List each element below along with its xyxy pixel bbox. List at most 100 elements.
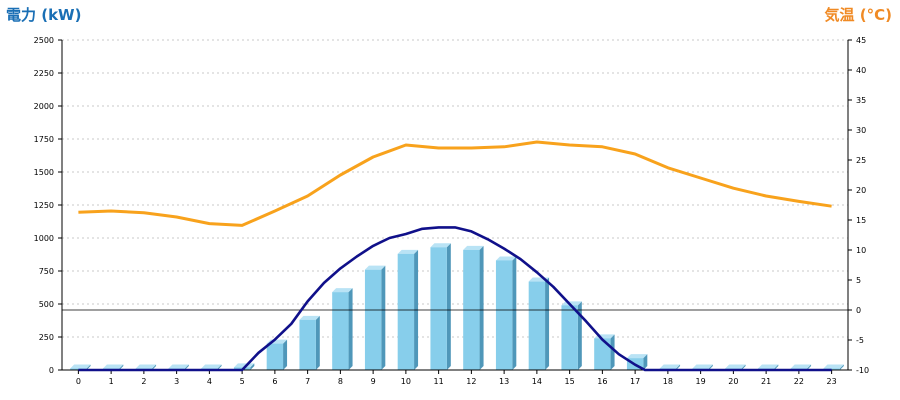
bar-top — [70, 364, 91, 369]
bar — [528, 281, 546, 370]
right-tick-label: 35 — [856, 96, 866, 105]
right-tick-label: 25 — [856, 156, 866, 165]
bar — [594, 338, 611, 370]
bar-top — [168, 364, 189, 369]
bar-side — [676, 364, 681, 370]
bar-side — [250, 363, 255, 370]
left-tick-label: 2500 — [34, 36, 54, 45]
bar-top — [659, 364, 681, 369]
bar-side — [708, 364, 713, 370]
tick-labels: 02505007501000125015001750200022502500-1… — [34, 36, 869, 386]
right-tick-label: 10 — [856, 246, 866, 255]
x-tick-label: 12 — [466, 377, 476, 386]
bar-top — [430, 243, 451, 248]
bar-side — [348, 288, 353, 370]
bar-side — [839, 364, 844, 370]
right-tick-label: -5 — [856, 336, 864, 345]
bar-side — [577, 301, 582, 370]
x-tick-label: 10 — [401, 377, 411, 386]
bar — [332, 292, 349, 370]
left-tick-label: 1500 — [34, 168, 54, 177]
bar-side — [610, 334, 615, 370]
bar-side — [217, 364, 222, 370]
x-tick-label: 7 — [305, 377, 310, 386]
x-tick-label: 2 — [141, 377, 146, 386]
bar — [430, 247, 447, 370]
right-tick-label: 45 — [856, 36, 866, 45]
power-line — [78, 226, 832, 372]
bar — [397, 253, 415, 370]
bar — [299, 319, 316, 370]
bar-top — [495, 256, 517, 261]
left-tick-label: 250 — [39, 333, 54, 342]
left-tick-label: 0 — [49, 366, 54, 375]
right-tick-label: 5 — [856, 276, 861, 285]
bar-side — [807, 364, 812, 370]
bar-side — [446, 243, 451, 370]
x-tick-label: 5 — [240, 377, 245, 386]
bar-top — [364, 265, 386, 270]
right-tick-label: 0 — [856, 306, 861, 315]
bar-side — [774, 364, 779, 370]
bar-side — [643, 354, 648, 370]
x-tick-label: 6 — [272, 377, 277, 386]
left-tick-label: 2000 — [34, 102, 54, 111]
x-tick-label: 13 — [499, 377, 509, 386]
right-axis-title: 気温 (°C) — [824, 6, 892, 24]
bar-side — [479, 245, 484, 370]
right-tick-label: 40 — [856, 66, 866, 75]
x-tick-label: 22 — [794, 377, 804, 386]
x-tick-label: 21 — [761, 377, 771, 386]
left-tick-label: 1250 — [34, 201, 54, 210]
bar-top — [463, 245, 484, 250]
bar — [823, 368, 840, 370]
bar — [266, 343, 284, 370]
right-tick-label: 20 — [856, 186, 866, 195]
x-tick-label: 11 — [434, 377, 444, 386]
bar-top — [790, 364, 812, 369]
x-tick-label: 18 — [663, 377, 673, 386]
bar — [561, 305, 578, 370]
bar-series — [70, 243, 844, 370]
bar-top — [397, 249, 419, 254]
bar-side — [184, 364, 189, 370]
x-tick-label: 8 — [338, 377, 343, 386]
x-tick-label: 17 — [630, 377, 640, 386]
left-tick-label: 1750 — [34, 135, 54, 144]
bar-top — [102, 364, 124, 369]
bar-top — [135, 364, 157, 369]
bar-top — [201, 364, 222, 369]
bar-side — [512, 256, 517, 370]
bar-side — [315, 315, 320, 370]
bar-top — [725, 364, 746, 369]
bar-side — [152, 364, 157, 370]
x-tick-label: 14 — [532, 377, 542, 386]
bar — [364, 269, 382, 370]
bar-top — [692, 364, 713, 369]
axes-layer — [58, 39, 852, 374]
bar-top — [626, 354, 648, 359]
temperature-line — [78, 140, 832, 227]
bar-side — [283, 339, 288, 370]
bar-top — [299, 315, 320, 320]
bar-side — [741, 364, 746, 370]
bar-top — [332, 288, 353, 293]
x-tick-label: 4 — [207, 377, 212, 386]
grid-layer — [62, 39, 848, 338]
x-tick-label: 19 — [696, 377, 706, 386]
left-tick-label: 750 — [39, 267, 54, 276]
bar — [495, 260, 513, 370]
bar-top — [823, 364, 844, 369]
left-tick-label: 2250 — [34, 69, 54, 78]
bar-top — [757, 364, 779, 369]
right-tick-label: 30 — [856, 126, 866, 135]
bar-side — [381, 265, 386, 370]
x-tick-label: 15 — [565, 377, 575, 386]
x-tick-label: 20 — [728, 377, 738, 386]
right-tick-label: -10 — [856, 366, 869, 375]
x-tick-label: 9 — [371, 377, 376, 386]
x-tick-label: 1 — [109, 377, 114, 386]
x-tick-label: 16 — [597, 377, 607, 386]
left-tick-label: 1000 — [34, 234, 54, 243]
